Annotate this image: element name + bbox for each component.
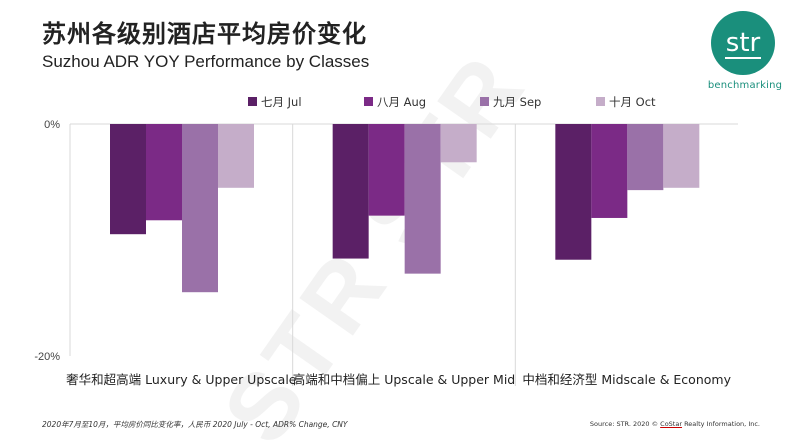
- legend-label-2: 八月 Aug: [377, 95, 426, 109]
- bar-3-2: [591, 124, 628, 218]
- chart-subtitle: Suzhou ADR YOY Performance by Classes: [42, 52, 370, 71]
- source-suffix: Realty Information, Inc.: [682, 420, 760, 428]
- y-tick-label-1: -20%: [34, 351, 60, 363]
- legend-label-4: 十月 Oct: [609, 95, 656, 109]
- bar-2-3: [404, 124, 441, 274]
- source-prefix: Source: STR. 2020 ©: [589, 420, 661, 428]
- legend-swatch-2: [364, 97, 373, 106]
- legend-swatch-1: [248, 97, 257, 106]
- chart-title: 苏州各级别酒店平均房价变化: [42, 20, 367, 48]
- source-note: Source: STR. 2020 © CoStar Realty Inform…: [590, 420, 760, 428]
- str-logo: str: [711, 11, 775, 75]
- bar-1-1: [110, 124, 146, 235]
- bar-3-4: [663, 124, 700, 188]
- bar-2-1: [332, 124, 369, 259]
- logo-subtitle: benchmarking: [707, 80, 783, 91]
- bar-2-2: [368, 124, 405, 216]
- legend-swatch-4: [596, 97, 605, 106]
- bar-1-4: [218, 124, 254, 188]
- bar-1-2: [146, 124, 182, 221]
- bar-1-3: [182, 124, 218, 293]
- legend-swatch-3: [480, 97, 489, 106]
- bar-3-1: [555, 124, 592, 260]
- legend-label-3: 九月 Sep: [493, 95, 541, 109]
- legend-label-1: 七月 Jul: [261, 95, 302, 109]
- category-label-1: 奢华和超高端 Luxury & Upper Upscale: [66, 372, 297, 387]
- category-label-2: 高端和中档偏上 Upscale & Upper Mid: [293, 372, 515, 387]
- str-logo-text: str: [726, 28, 761, 58]
- bar-2-4: [440, 124, 477, 163]
- bar-3-3: [627, 124, 664, 191]
- category-label-3: 中档和经济型 Midscale & Economy: [522, 372, 731, 387]
- footer-note: 2020年7月至10月，平均房价同比变化率，人民币 2020 July - Oc…: [42, 420, 348, 429]
- source-company: CoStar: [660, 420, 683, 428]
- y-tick-label-0: 0%: [44, 119, 60, 131]
